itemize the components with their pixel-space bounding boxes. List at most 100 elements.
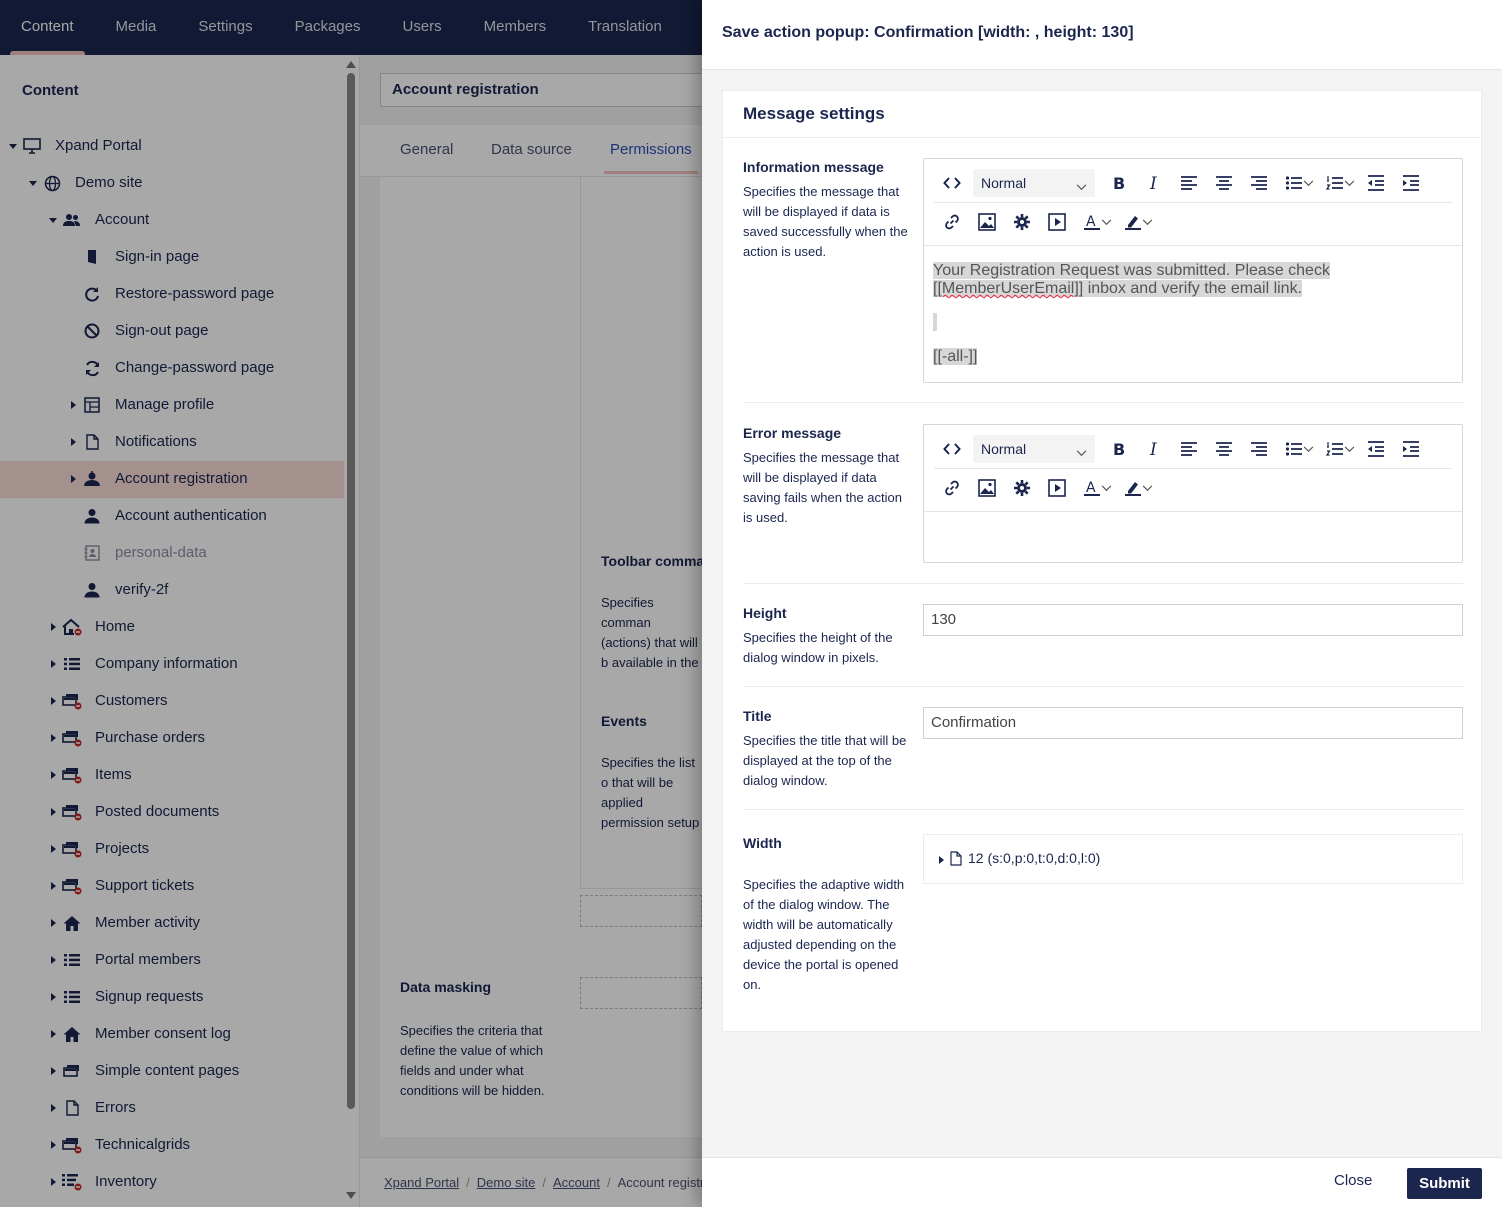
link-icon[interactable] — [934, 473, 969, 503]
caret-right-icon[interactable] — [68, 437, 78, 447]
outdent-icon[interactable] — [1358, 168, 1393, 198]
tree-item-sign-out-page[interactable]: Sign-out page — [0, 313, 344, 350]
nav-packages[interactable]: Packages — [294, 18, 361, 35]
tab-data-source[interactable]: Data source — [491, 141, 572, 158]
align-left-icon[interactable] — [1171, 434, 1206, 464]
highlight-icon[interactable] — [1115, 207, 1150, 237]
caret-right-icon[interactable] — [48, 992, 58, 1002]
node-title-input[interactable]: Account registration — [380, 73, 720, 107]
tree-item-inventory[interactable]: Inventory — [0, 1164, 344, 1201]
information-message-body[interactable]: Your Registration Request was submitted.… — [924, 247, 1462, 382]
breadcrumb-account[interactable]: Account — [552, 1175, 600, 1190]
caret-right-icon[interactable] — [48, 918, 58, 928]
width-expand-caret-icon[interactable] — [936, 855, 946, 865]
tree-item-customers[interactable]: Customers — [0, 683, 344, 720]
tree-item-change-password-page[interactable]: Change-password page — [0, 350, 344, 387]
tree-item-technicalgrids[interactable]: Technicalgrids — [0, 1127, 344, 1164]
caret-right-icon[interactable] — [68, 474, 78, 484]
caret-right-icon[interactable] — [68, 400, 78, 410]
tab-general[interactable]: General — [400, 141, 454, 158]
tree-item-home[interactable]: Home — [0, 609, 344, 646]
tree-item-account[interactable]: Account — [0, 202, 344, 239]
link-icon[interactable] — [934, 207, 969, 237]
outdent-icon[interactable] — [1358, 434, 1393, 464]
bullet-list-icon[interactable] — [1276, 434, 1311, 464]
paragraph-format-select[interactable]: Normal — [973, 435, 1095, 463]
submit-button[interactable]: Submit — [1407, 1168, 1482, 1199]
caret-down-icon[interactable] — [8, 141, 18, 151]
breadcrumb-demo-site[interactable]: Demo site — [476, 1175, 536, 1190]
align-center-icon[interactable] — [1206, 168, 1241, 198]
error-message-editor[interactable]: Normal B I A — [923, 424, 1463, 563]
scrollbar-thumb[interactable] — [347, 73, 355, 1109]
tree-item-xpand-portal[interactable]: Xpand Portal — [0, 128, 344, 165]
caret-right-icon[interactable] — [48, 807, 58, 817]
data-masking-add-box[interactable] — [580, 977, 702, 1009]
tree-item-account-authentication[interactable]: Account authentication — [0, 498, 344, 535]
caret-right-icon[interactable] — [48, 696, 58, 706]
tab-permissions[interactable]: Permissions — [604, 141, 698, 174]
tree-item-sign-in-page[interactable]: Sign-in page — [0, 239, 344, 276]
caret-right-icon[interactable] — [48, 844, 58, 854]
align-center-icon[interactable] — [1206, 434, 1241, 464]
media-icon[interactable] — [1039, 207, 1074, 237]
caret-right-icon[interactable] — [48, 881, 58, 891]
italic-icon[interactable]: I — [1136, 168, 1171, 198]
bullet-list-icon[interactable] — [1276, 168, 1311, 198]
width-value[interactable]: 12 (s:0,p:0,t:0,d:0,l:0) — [968, 850, 1101, 866]
chevron-down-icon[interactable] — [1140, 207, 1154, 237]
nav-users[interactable]: Users — [402, 18, 442, 35]
caret-right-icon[interactable] — [48, 733, 58, 743]
chevron-down-icon[interactable] — [1301, 434, 1315, 464]
events-add-box[interactable] — [580, 895, 702, 927]
tree-item-items[interactable]: Items — [0, 757, 344, 794]
chevron-down-icon[interactable] — [1301, 168, 1315, 198]
caret-right-icon[interactable] — [48, 1140, 58, 1150]
font-color-icon[interactable]: A — [1074, 473, 1109, 503]
modal-backdrop[interactable] — [0, 0, 702, 1207]
media-icon[interactable] — [1039, 473, 1074, 503]
nav-media[interactable]: Media — [115, 18, 157, 35]
gear-icon[interactable] — [1004, 207, 1039, 237]
italic-icon[interactable]: I — [1136, 434, 1171, 464]
caret-right-icon[interactable] — [48, 1103, 58, 1113]
caret-right-icon[interactable] — [48, 955, 58, 965]
align-left-icon[interactable] — [1171, 168, 1206, 198]
caret-right-icon[interactable] — [48, 659, 58, 669]
indent-icon[interactable] — [1393, 434, 1428, 464]
align-right-icon[interactable] — [1241, 168, 1276, 198]
numbered-list-icon[interactable] — [1317, 168, 1352, 198]
chevron-down-icon[interactable] — [1140, 473, 1154, 503]
scroll-up-arrow-icon[interactable] — [346, 61, 356, 68]
error-message-body[interactable] — [924, 513, 1462, 562]
tree-item-restore-password-page[interactable]: Restore-password page — [0, 276, 344, 313]
gear-icon[interactable] — [1004, 473, 1039, 503]
font-color-icon[interactable]: A — [1074, 207, 1109, 237]
breadcrumb-xpand-portal[interactable]: Xpand Portal — [384, 1175, 460, 1190]
tree-item-posted-documents[interactable]: Posted documents — [0, 794, 344, 831]
scroll-down-arrow-icon[interactable] — [346, 1192, 356, 1199]
title-input[interactable]: Confirmation — [923, 707, 1463, 739]
chevron-down-icon[interactable] — [1342, 434, 1356, 464]
bold-icon[interactable]: B — [1101, 434, 1136, 464]
chevron-down-icon[interactable] — [1099, 207, 1113, 237]
tree-scrollbar[interactable] — [345, 57, 357, 1203]
nav-settings[interactable]: Settings — [198, 18, 253, 35]
code-icon[interactable] — [934, 168, 969, 198]
bold-icon[interactable]: B — [1101, 168, 1136, 198]
nav-translation[interactable]: Translation — [588, 18, 662, 35]
tree-item-signup-requests[interactable]: Signup requests — [0, 979, 344, 1016]
tree-item-member-activity[interactable]: Member activity — [0, 905, 344, 942]
caret-right-icon[interactable] — [48, 770, 58, 780]
nav-members[interactable]: Members — [483, 18, 547, 35]
tree-item-purchase-orders[interactable]: Purchase orders — [0, 720, 344, 757]
caret-right-icon[interactable] — [48, 1066, 58, 1076]
caret-right-icon[interactable] — [48, 1177, 58, 1187]
caret-right-icon[interactable] — [48, 1029, 58, 1039]
tree-item-personal-data[interactable]: personal-data — [0, 535, 344, 572]
information-message-editor[interactable]: Your Registration Request was submitted.… — [923, 158, 1463, 383]
caret-right-icon[interactable] — [48, 622, 58, 632]
width-tree-selector[interactable]: 12 (s:0,p:0,t:0,d:0,l:0) — [923, 834, 1463, 884]
caret-down-icon[interactable] — [48, 215, 58, 225]
paragraph-format-select[interactable]: Normal — [973, 169, 1095, 197]
